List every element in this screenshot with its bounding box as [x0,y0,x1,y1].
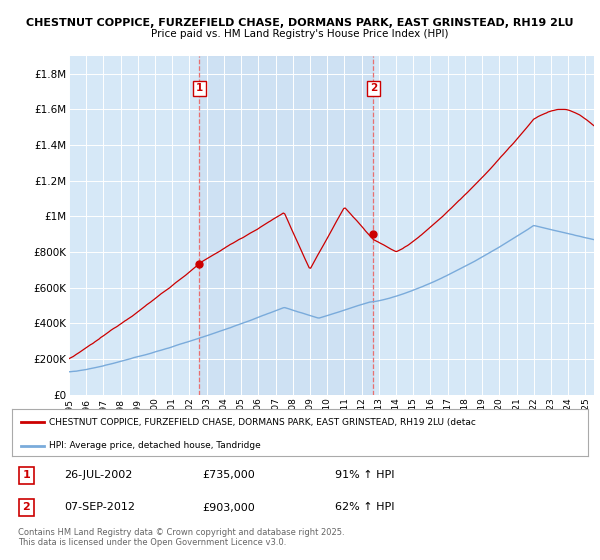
Text: 26-JUL-2002: 26-JUL-2002 [64,470,132,480]
Text: 1: 1 [196,83,203,93]
Text: £735,000: £735,000 [202,470,255,480]
Text: 62% ↑ HPI: 62% ↑ HPI [335,502,394,512]
Bar [199,56,373,395]
Text: 07-SEP-2012: 07-SEP-2012 [64,502,135,512]
Text: Price paid vs. HM Land Registry's House Price Index (HPI): Price paid vs. HM Land Registry's House … [151,29,449,39]
Text: CHESTNUT COPPICE, FURZEFIELD CHASE, DORMANS PARK, EAST GRINSTEAD, RH19 2LU (deta: CHESTNUT COPPICE, FURZEFIELD CHASE, DORM… [49,418,476,427]
Text: 2: 2 [370,83,377,93]
Text: Contains HM Land Registry data © Crown copyright and database right 2025.
This d: Contains HM Land Registry data © Crown c… [18,528,344,548]
Text: 91% ↑ HPI: 91% ↑ HPI [335,470,394,480]
Text: HPI: Average price, detached house, Tandridge: HPI: Average price, detached house, Tand… [49,441,261,450]
Text: £903,000: £903,000 [202,502,255,512]
Text: 2: 2 [23,502,30,512]
Text: 1: 1 [23,470,30,480]
Text: CHESTNUT COPPICE, FURZEFIELD CHASE, DORMANS PARK, EAST GRINSTEAD, RH19 2LU: CHESTNUT COPPICE, FURZEFIELD CHASE, DORM… [26,18,574,29]
